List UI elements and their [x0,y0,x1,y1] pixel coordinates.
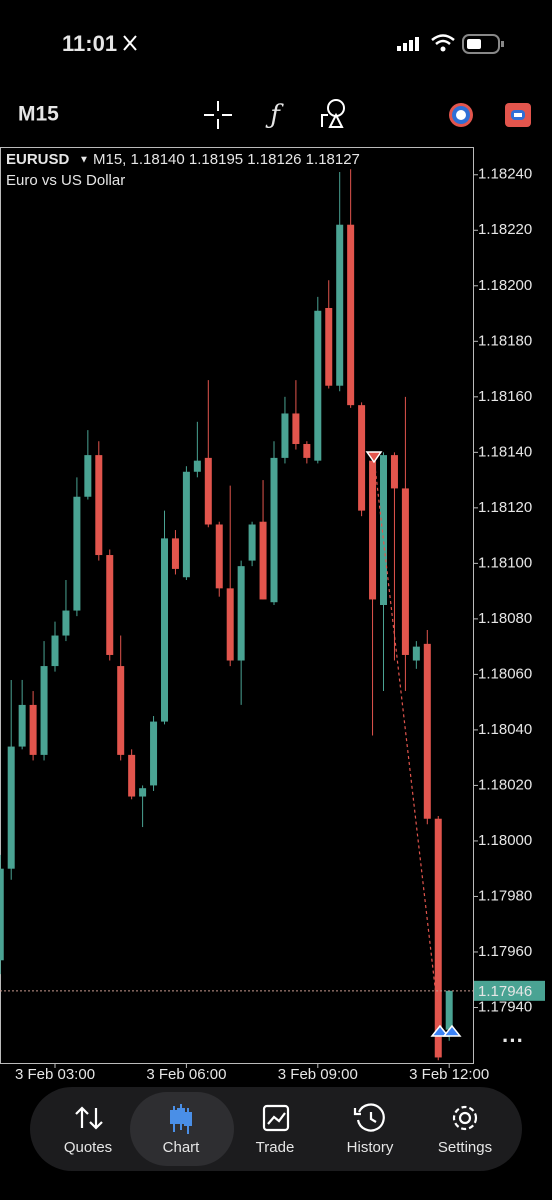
y-tick-label: 1.17960 [478,943,532,960]
candle-body [29,704,37,755]
plot[interactable] [0,169,473,1061]
candle-body [18,704,26,747]
candle-body [51,635,59,667]
status-icons [123,34,504,54]
candle-body [0,868,4,961]
candle-body [434,818,442,1058]
candle-body [150,721,158,786]
y-tick-label: 1.18100 [478,554,532,571]
candle-body [40,666,48,755]
symbol-menu[interactable]: ▼ [79,155,89,166]
x-tick-label: 3 Feb 09:00 [278,1066,358,1083]
candle-body [248,524,256,561]
candle-body [84,455,92,497]
x-tick-label: 3 Feb 12:00 [409,1066,489,1083]
candle-body [139,788,147,797]
objects-button[interactable] [321,99,345,128]
more-button[interactable]: ··· [502,1028,524,1053]
candle-body [336,224,344,386]
y-tick-label: 1.17940 [478,998,532,1015]
y-tick-label: 1.17980 [478,887,532,904]
tab-label[interactable]: Trade [256,1139,295,1156]
candle-body [171,538,179,569]
y-tick-label: 1.18240 [478,166,532,183]
tab-icons [75,1103,478,1134]
chart-frame [0,147,474,1064]
y-tick-label: 1.18180 [478,332,532,349]
candle-body [445,990,453,1030]
candle-body [259,521,267,600]
candle-body [7,746,15,869]
chart-subtitle: Euro vs US Dollar [6,172,125,189]
candle-body [281,413,289,458]
candle-body [226,588,234,661]
candle-body [325,307,333,386]
x-tick-label: 3 Feb 03:00 [15,1066,95,1083]
candle-body [303,444,311,458]
y-tick-label: 1.18000 [478,832,532,849]
y-tick-label: 1.18040 [478,721,532,738]
candle-body [369,460,377,600]
candle-body [401,488,409,655]
symbol: EURUSD [6,151,70,168]
y-tick-label: 1.18140 [478,443,532,460]
candle-body [117,666,125,755]
chart-info: M15, 1.18140 1.18195 1.18126 1.18127 [93,151,360,168]
timeframe[interactable]: M15 [18,103,59,126]
y-tick-label: 1.18080 [478,610,532,627]
trade-markers [365,451,462,1037]
candle-body [347,224,355,406]
candle-body [62,610,70,636]
candle-body [193,460,201,472]
candle-body [270,457,278,603]
candle-body [358,405,366,511]
tab-label[interactable]: Quotes [64,1139,112,1156]
candle-body [182,471,190,578]
candle-body [412,646,420,661]
candle-body [390,455,398,489]
y-tick-label: 1.18020 [478,776,532,793]
candle-body [314,310,322,461]
current-price-box [474,980,545,1001]
candle-body [380,455,387,605]
candle-body [204,457,212,525]
status-time: 11:01 [62,31,117,56]
current-price-label: 1.17946 [478,983,532,1000]
tab-label[interactable]: Settings [438,1139,492,1156]
tab-label[interactable]: Chart [163,1139,201,1156]
candle-body [95,455,103,556]
candle-body [292,413,300,445]
trade-button[interactable] [505,103,531,127]
candle-body [237,566,245,661]
indicators-button[interactable]: ƒ [265,100,284,130]
x-tick-label: 3 Feb 06:00 [146,1066,226,1083]
tab-label[interactable]: History [347,1139,394,1156]
candle-body [215,524,223,589]
candle-body [423,643,431,819]
crosshair-button[interactable] [204,101,232,129]
y-tick-label: 1.18220 [478,221,532,238]
account-button[interactable] [449,103,473,127]
candle-body [128,754,136,797]
y-tick-label: 1.18160 [478,388,532,405]
y-tick-label: 1.18060 [478,665,532,682]
y-tick-label: 1.18200 [478,277,532,294]
candle-body [73,496,81,611]
y-tick-label: 1.18120 [478,499,532,516]
candle-body [106,555,114,655]
candle-body [161,538,168,722]
